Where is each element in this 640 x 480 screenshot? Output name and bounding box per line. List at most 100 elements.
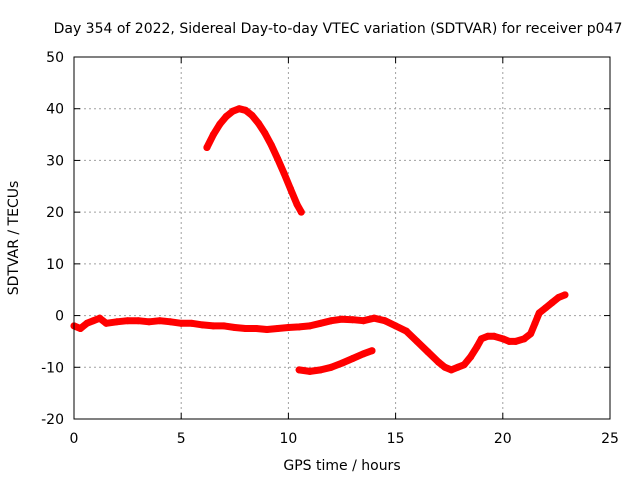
data-point [293, 200, 301, 208]
data-point [209, 131, 217, 139]
data-point [124, 317, 132, 325]
data-point [467, 353, 475, 361]
chart-title: Day 354 of 2022, Sidereal Day-to-day VTE… [54, 21, 623, 37]
data-point [441, 363, 449, 371]
x-tick-label: 25 [601, 431, 619, 447]
data-point [76, 325, 84, 332]
data-point [368, 347, 376, 355]
data-point [231, 323, 239, 331]
data-point [535, 309, 543, 317]
data-point [349, 316, 357, 324]
data-point [89, 317, 97, 325]
y-tick-label: 50 [46, 50, 64, 66]
data-point [295, 366, 303, 374]
data-point [460, 361, 468, 369]
data-point [370, 314, 378, 322]
data-point [531, 319, 539, 327]
data-point [484, 332, 492, 340]
data-layer [70, 105, 569, 375]
data-point [542, 304, 550, 312]
x-axis-label: GPS time / hours [283, 458, 400, 474]
data-point [166, 318, 174, 326]
data-point [156, 317, 164, 325]
data-point [359, 317, 367, 325]
data-point [306, 322, 314, 330]
data-point [424, 348, 432, 356]
axis-ticks: 0 5 10 15 20 25 -20 -10 0 10 20 30 40 50 [41, 50, 619, 447]
data-point [242, 106, 250, 114]
data-point [317, 319, 325, 327]
data-point [229, 107, 237, 115]
data-point [447, 366, 455, 374]
data-point [203, 144, 211, 151]
y-axis-label: SDTVAR / TECUs [6, 181, 22, 296]
data-point [248, 111, 256, 119]
data-point [102, 319, 110, 327]
x-tick-label: 10 [279, 431, 297, 447]
data-point [83, 319, 91, 327]
data-point [477, 335, 485, 343]
y-tick-label: 20 [46, 205, 64, 221]
data-point [512, 337, 520, 345]
data-point [349, 354, 357, 362]
data-point [505, 337, 513, 345]
data-point [216, 120, 224, 128]
data-point [402, 327, 410, 335]
data-point [222, 112, 230, 120]
y-tick-label: -10 [41, 360, 64, 376]
data-point [284, 323, 292, 331]
data-point [263, 326, 271, 334]
data-point [561, 291, 569, 299]
data-point [297, 208, 305, 216]
data-point [555, 293, 563, 301]
data-point [188, 319, 196, 327]
data-point [454, 363, 462, 371]
grid-lines [74, 57, 610, 419]
y-tick-label: 40 [46, 102, 64, 118]
data-point [242, 325, 250, 332]
data-point [235, 105, 243, 113]
x-tick-label: 15 [387, 431, 405, 447]
data-point [134, 317, 142, 325]
data-point [392, 322, 400, 330]
data-point [252, 325, 260, 332]
data-point [527, 330, 535, 338]
y-tick-label: 10 [46, 257, 64, 273]
plot-frame [73, 56, 611, 420]
data-point [254, 119, 262, 127]
x-tick-label: 5 [177, 431, 186, 447]
data-point [490, 332, 498, 340]
data-point [177, 319, 185, 327]
x-tick-label: 20 [494, 431, 512, 447]
data-point [267, 141, 275, 149]
data-point [338, 315, 346, 323]
data-point [209, 322, 217, 330]
data-point [548, 299, 556, 307]
data-point [113, 318, 121, 326]
data-point [499, 335, 507, 343]
data-point [306, 367, 314, 375]
data-point [199, 321, 207, 329]
data-point [280, 169, 288, 177]
data-point [261, 129, 269, 137]
data-point [274, 155, 282, 163]
y-tick-label: 0 [55, 309, 64, 325]
data-point [220, 322, 228, 330]
data-point [327, 317, 335, 325]
series-line [203, 105, 305, 216]
data-point [327, 363, 335, 371]
data-point [274, 325, 282, 332]
data-point [295, 323, 303, 331]
x-tick-label: 0 [70, 431, 79, 447]
data-point [473, 343, 481, 351]
data-point [317, 366, 325, 374]
data-point [434, 358, 442, 366]
data-point [145, 318, 153, 326]
data-point [381, 317, 389, 325]
data-point [287, 185, 295, 193]
data-point [359, 350, 367, 358]
series-line [70, 291, 569, 374]
y-tick-label: -20 [41, 412, 64, 428]
data-point [520, 335, 528, 343]
